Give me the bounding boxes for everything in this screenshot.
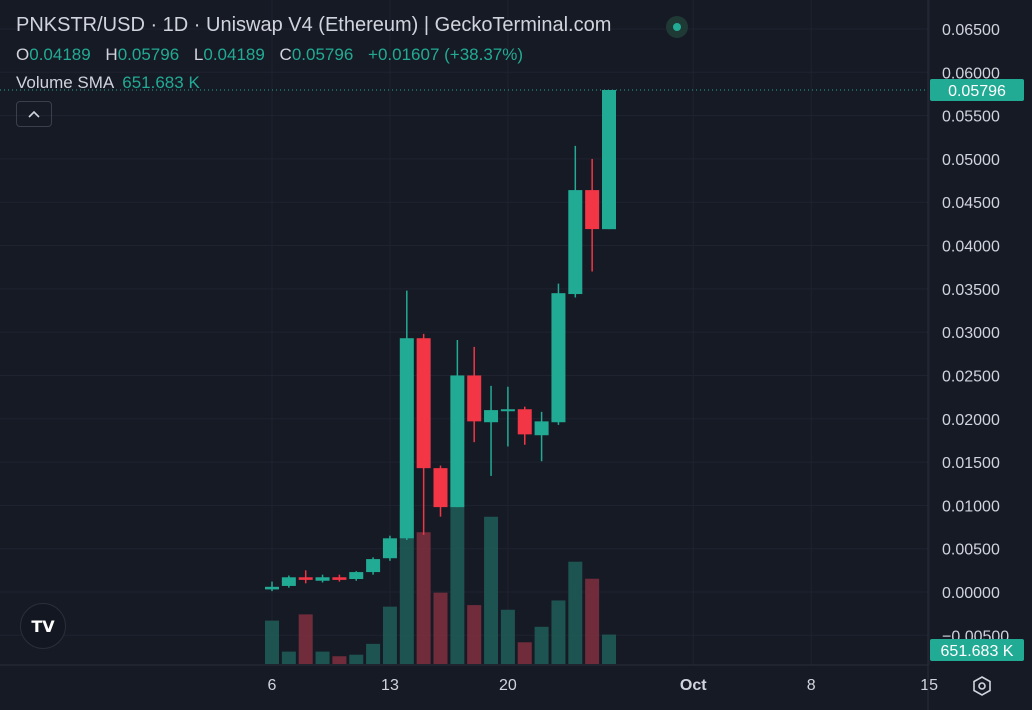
- volume-bar: [568, 561, 583, 664]
- volume-bar: [416, 532, 431, 664]
- candle-body: [568, 190, 583, 295]
- volume-bar: [500, 609, 515, 664]
- candle-body: [467, 375, 482, 422]
- volume-bar: [399, 509, 414, 664]
- ohlc-legend: O0.04189 H0.05796 L0.04189 C0.05796 +0.0…: [16, 45, 533, 65]
- volume-bar: [433, 592, 448, 664]
- grid-lines: [0, 0, 930, 665]
- price-tick-label: 0.02500: [942, 368, 1000, 385]
- time-tick-label: 13: [381, 677, 399, 694]
- price-tick-label: 0.05000: [942, 152, 1000, 169]
- price-tick-label: 0.06500: [942, 22, 1000, 39]
- volume-bar: [585, 578, 600, 664]
- price-line: 0.05796 651.683 K: [0, 78, 1024, 661]
- chart-title: PNKSTR/USD · 1D · Uniswap V4 (Ethereum) …: [16, 14, 612, 36]
- candle-body: [551, 293, 566, 423]
- volume-bar: [382, 606, 397, 664]
- price-tick-label: 0.05500: [942, 109, 1000, 126]
- price-tick-label: 0.04000: [942, 239, 1000, 256]
- volume-label: Volume SMA: [16, 73, 115, 92]
- price-tick-label: 0.02000: [942, 412, 1000, 429]
- change-value: +0.01607 (+38.37%): [368, 45, 524, 64]
- volume-bar: [332, 656, 347, 664]
- volume-badge: [930, 639, 1024, 661]
- price-tick-label: 0.03000: [942, 325, 1000, 342]
- volume-legend: Volume SMA 651.683 K: [16, 73, 200, 93]
- candle-body: [602, 89, 616, 230]
- candle-body: [517, 409, 532, 435]
- last-price-badge: [930, 78, 1024, 101]
- candle-body: [332, 577, 347, 580]
- volume-bar: [484, 516, 499, 664]
- candle-body: [416, 338, 431, 469]
- status-dot-icon: [666, 16, 688, 38]
- volume-bar: [349, 654, 364, 664]
- volume-bar: [315, 651, 330, 664]
- time-tick-label: Oct: [680, 677, 707, 694]
- price-tick-label: 0.01500: [942, 455, 1000, 472]
- close-label: C: [279, 45, 292, 64]
- volume-bars: [265, 505, 616, 664]
- close-value: 0.05796: [291, 45, 354, 64]
- candle-body: [349, 572, 364, 580]
- volume-value: 651.683 K: [122, 73, 200, 92]
- candle-body: [399, 338, 414, 539]
- price-tick-label: 0.03500: [942, 282, 1000, 299]
- candle-body: [534, 421, 549, 436]
- axes: 0.06500 0.06000 0.05500 0.05000 0.04500 0.040…: [0, 0, 1009, 710]
- volume-bar: [602, 634, 616, 664]
- open-label: O: [16, 45, 30, 64]
- volume-bar: [551, 600, 566, 664]
- time-tick-label: 6: [268, 677, 277, 694]
- candle-body: [382, 538, 397, 559]
- volume-bar: [450, 505, 465, 664]
- settings-icon[interactable]: [968, 672, 996, 700]
- collapse-legend-button[interactable]: [16, 101, 52, 127]
- candle-body: [366, 559, 381, 573]
- candle-body: [450, 375, 465, 508]
- candle-body: [281, 577, 296, 586]
- price-tick-label: 0.00500: [942, 542, 1000, 559]
- low-label: L: [193, 45, 204, 64]
- open-value: 0.04189: [29, 45, 91, 64]
- price-tick-label: 0.06000: [942, 65, 1000, 82]
- price-tick-label: 0.04500: [942, 195, 1000, 212]
- volume-badge-label: 651.683 K: [941, 643, 1014, 660]
- volume-bar: [534, 626, 549, 664]
- volume-bar: [298, 614, 313, 664]
- tradingview-logo-icon[interactable]: TV: [20, 603, 66, 649]
- candle-body: [433, 468, 448, 508]
- volume-bar: [517, 642, 532, 664]
- high-label: H: [105, 45, 118, 64]
- time-tick-label: 8: [807, 677, 816, 694]
- candle-body: [298, 577, 313, 580]
- volume-bar: [265, 620, 279, 664]
- volume-bar: [366, 643, 381, 664]
- candle-body: [585, 190, 600, 230]
- volume-bar: [281, 651, 296, 664]
- candles: [265, 89, 616, 592]
- price-tick-label: 0.00000: [942, 585, 1000, 602]
- candle-body: [500, 409, 515, 412]
- high-value: 0.05796: [117, 45, 180, 64]
- price-tick-label: 0.01000: [942, 498, 1000, 515]
- time-tick-label: 20: [499, 677, 517, 694]
- chevron-up-icon: [28, 110, 40, 118]
- candle-body: [315, 577, 330, 581]
- candle-body: [265, 586, 279, 590]
- last-price-badge-label: 0.05796: [948, 83, 1006, 100]
- volume-bar: [467, 605, 482, 664]
- low-value: 0.04189: [203, 45, 265, 64]
- time-tick-label: 15: [920, 677, 938, 694]
- candle-body: [484, 410, 499, 423]
